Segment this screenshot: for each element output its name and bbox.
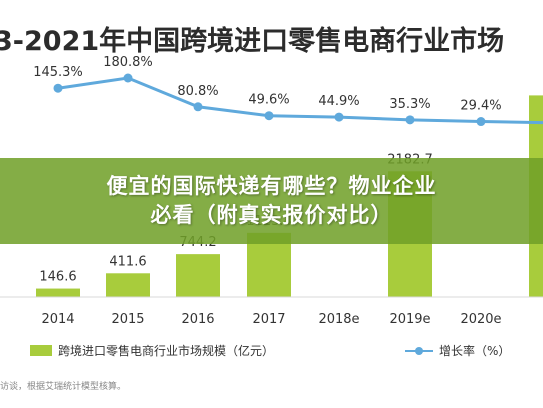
- growth-point: [53, 83, 63, 93]
- growth-point: [405, 115, 415, 125]
- growth-rate-label: 49.6%: [248, 93, 289, 108]
- article-title-overlay[interactable]: 便宜的国际快递有哪些？物业企业 必看（附真实报价对比）: [0, 158, 543, 244]
- growth-point: [264, 111, 274, 121]
- growth-rate-label: 44.9%: [318, 94, 359, 109]
- growth-point: [334, 112, 344, 122]
- bar-value-label: 146.6: [39, 270, 76, 285]
- legend-bar-swatch: [30, 345, 52, 356]
- legend-line-dot: [415, 347, 423, 355]
- growth-rate-label: 145.3%: [33, 65, 83, 80]
- growth-rate-label: 180.8%: [103, 55, 153, 70]
- growth-rate-label: 80.8%: [177, 84, 218, 99]
- bar-value-label: 411.6: [109, 254, 146, 269]
- source-note: 访谈，根据艾瑞统计模型核算。: [0, 380, 126, 392]
- x-tick-label: 2017: [252, 312, 285, 327]
- growth-line-group: 145.3%180.8%80.8%49.6%44.9%35.3%29.4%2: [33, 55, 543, 127]
- growth-point: [476, 117, 486, 127]
- article-title-line-2: 必看（附真实报价对比）: [150, 203, 393, 227]
- x-tick-label: 2020e: [460, 312, 501, 327]
- growth-rate-label: 35.3%: [389, 97, 430, 112]
- bar: [36, 288, 80, 297]
- growth-point: [193, 102, 203, 112]
- x-axis-labels: 320142015201620172018e2019e2020e2: [41, 312, 501, 327]
- x-tick-label: 2018e: [318, 312, 359, 327]
- legend-line-label: 增长率（%）: [439, 343, 510, 358]
- bar: [176, 254, 220, 297]
- legend: 跨境进口零售电商行业市场规模（亿元） 增长率（%）: [30, 343, 510, 358]
- article-title-line-1: 便宜的国际快递有哪些？物业企业: [106, 174, 437, 198]
- x-tick-label: 2014: [41, 312, 74, 327]
- x-tick-label: 2016: [181, 312, 214, 327]
- chart-title: 3-2021年中国跨境进口零售电商行业市场: [0, 25, 504, 57]
- x-tick-label: 2015: [111, 312, 144, 327]
- growth-point: [123, 73, 133, 83]
- x-tick-label: 2019e: [389, 312, 430, 327]
- growth-rate-label: 29.4%: [460, 99, 501, 114]
- bar: [106, 273, 150, 297]
- growth-line: [57, 76, 543, 125]
- legend-bar-label: 跨境进口零售电商行业市场规模（亿元）: [58, 343, 274, 358]
